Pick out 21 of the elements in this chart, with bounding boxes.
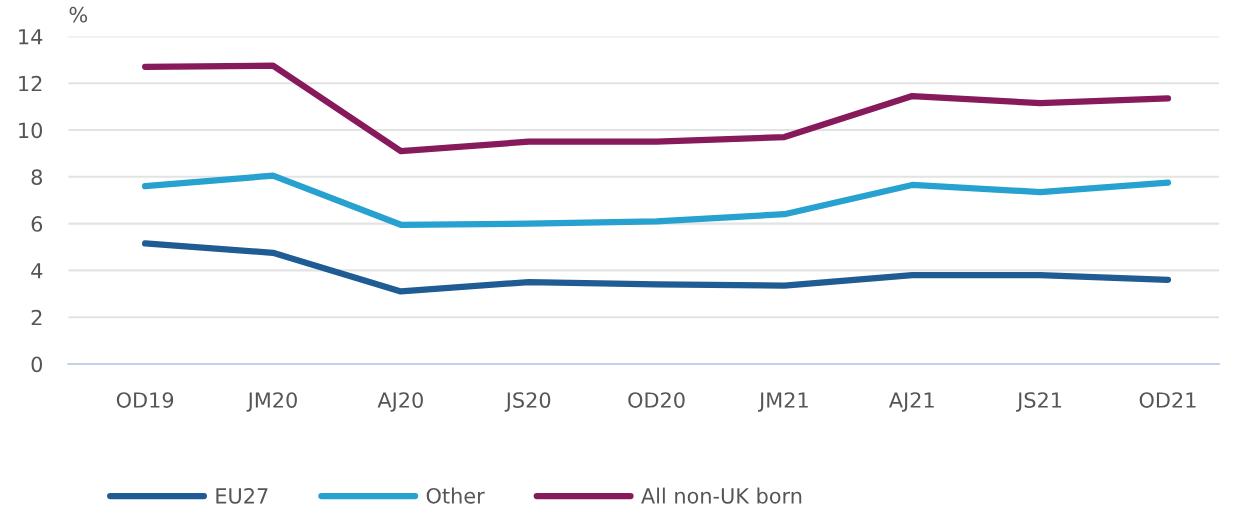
x-tick-label: JM20 bbox=[246, 392, 297, 412]
x-tick-label: OD20 bbox=[628, 392, 685, 408]
x-tick-label: AJ20 bbox=[377, 392, 423, 412]
y-tick-label: 2 bbox=[31, 309, 42, 326]
legend-label: All non-UK born bbox=[641, 487, 802, 504]
x-tick-label: JS20 bbox=[504, 392, 551, 412]
x-tick-label: JM21 bbox=[758, 392, 808, 412]
y-tick-label: 8 bbox=[31, 169, 42, 186]
legend-label: Other bbox=[426, 487, 485, 504]
y-tick-label: 6 bbox=[31, 216, 43, 232]
x-tick-label: AJ21 bbox=[888, 392, 934, 412]
x-tick-label: JS21 bbox=[1016, 392, 1062, 412]
y-tick-label: 14 bbox=[19, 29, 43, 45]
x-tick-label: OD21 bbox=[1139, 392, 1196, 408]
y-tick-label: 0 bbox=[31, 356, 43, 373]
y-tick-label: 12 bbox=[19, 75, 42, 92]
y-axis-title: % bbox=[69, 6, 88, 23]
y-tick-label: 4 bbox=[31, 263, 43, 279]
legend-label: EU27 bbox=[216, 487, 268, 504]
x-tick-label: OD19 bbox=[116, 392, 174, 408]
y-tick-label: 10 bbox=[19, 122, 43, 139]
